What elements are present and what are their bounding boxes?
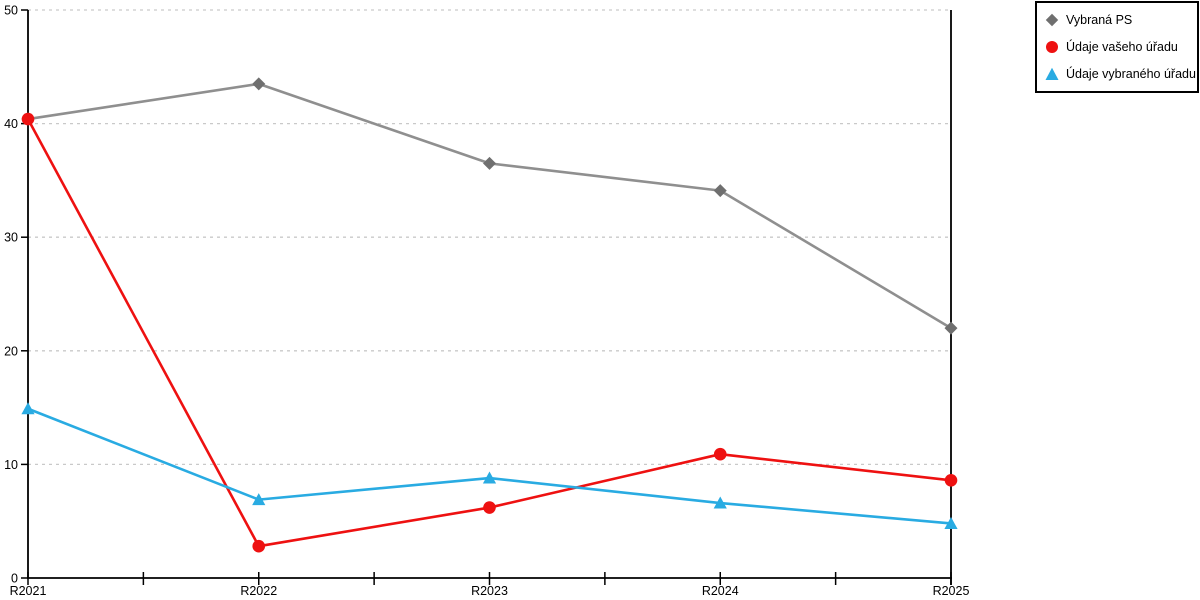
legend-item-udaje-vaseho-uradu: Údaje vašeho úřadu	[1045, 39, 1192, 55]
triangle-marker-icon	[1045, 67, 1059, 80]
diamond-marker-icon	[1045, 13, 1059, 27]
svg-text:R2021: R2021	[10, 584, 47, 598]
legend-label: Vybraná PS	[1066, 13, 1133, 27]
svg-text:R2022: R2022	[240, 584, 277, 598]
svg-text:40: 40	[4, 117, 18, 131]
legend-item-vybrana-ps: Vybraná PS	[1045, 12, 1192, 28]
legend-item-udaje-vybraneho-uradu: Údaje vybraného úřadu	[1045, 66, 1196, 82]
svg-text:R2025: R2025	[933, 584, 970, 598]
svg-text:10: 10	[4, 458, 18, 472]
svg-text:50: 50	[4, 4, 18, 18]
svg-text:R2024: R2024	[702, 584, 739, 598]
legend-label: Údaje vybraného úřadu	[1066, 67, 1196, 81]
svg-text:0: 0	[11, 572, 18, 586]
svg-text:20: 20	[4, 344, 18, 358]
svg-text:R2023: R2023	[471, 584, 508, 598]
legend: Vybraná PS Údaje vašeho úřadu Údaje vybr…	[1035, 1, 1199, 93]
circle-marker-icon	[1046, 41, 1058, 53]
legend-label: Údaje vašeho úřadu	[1066, 40, 1178, 54]
svg-text:30: 30	[4, 231, 18, 245]
